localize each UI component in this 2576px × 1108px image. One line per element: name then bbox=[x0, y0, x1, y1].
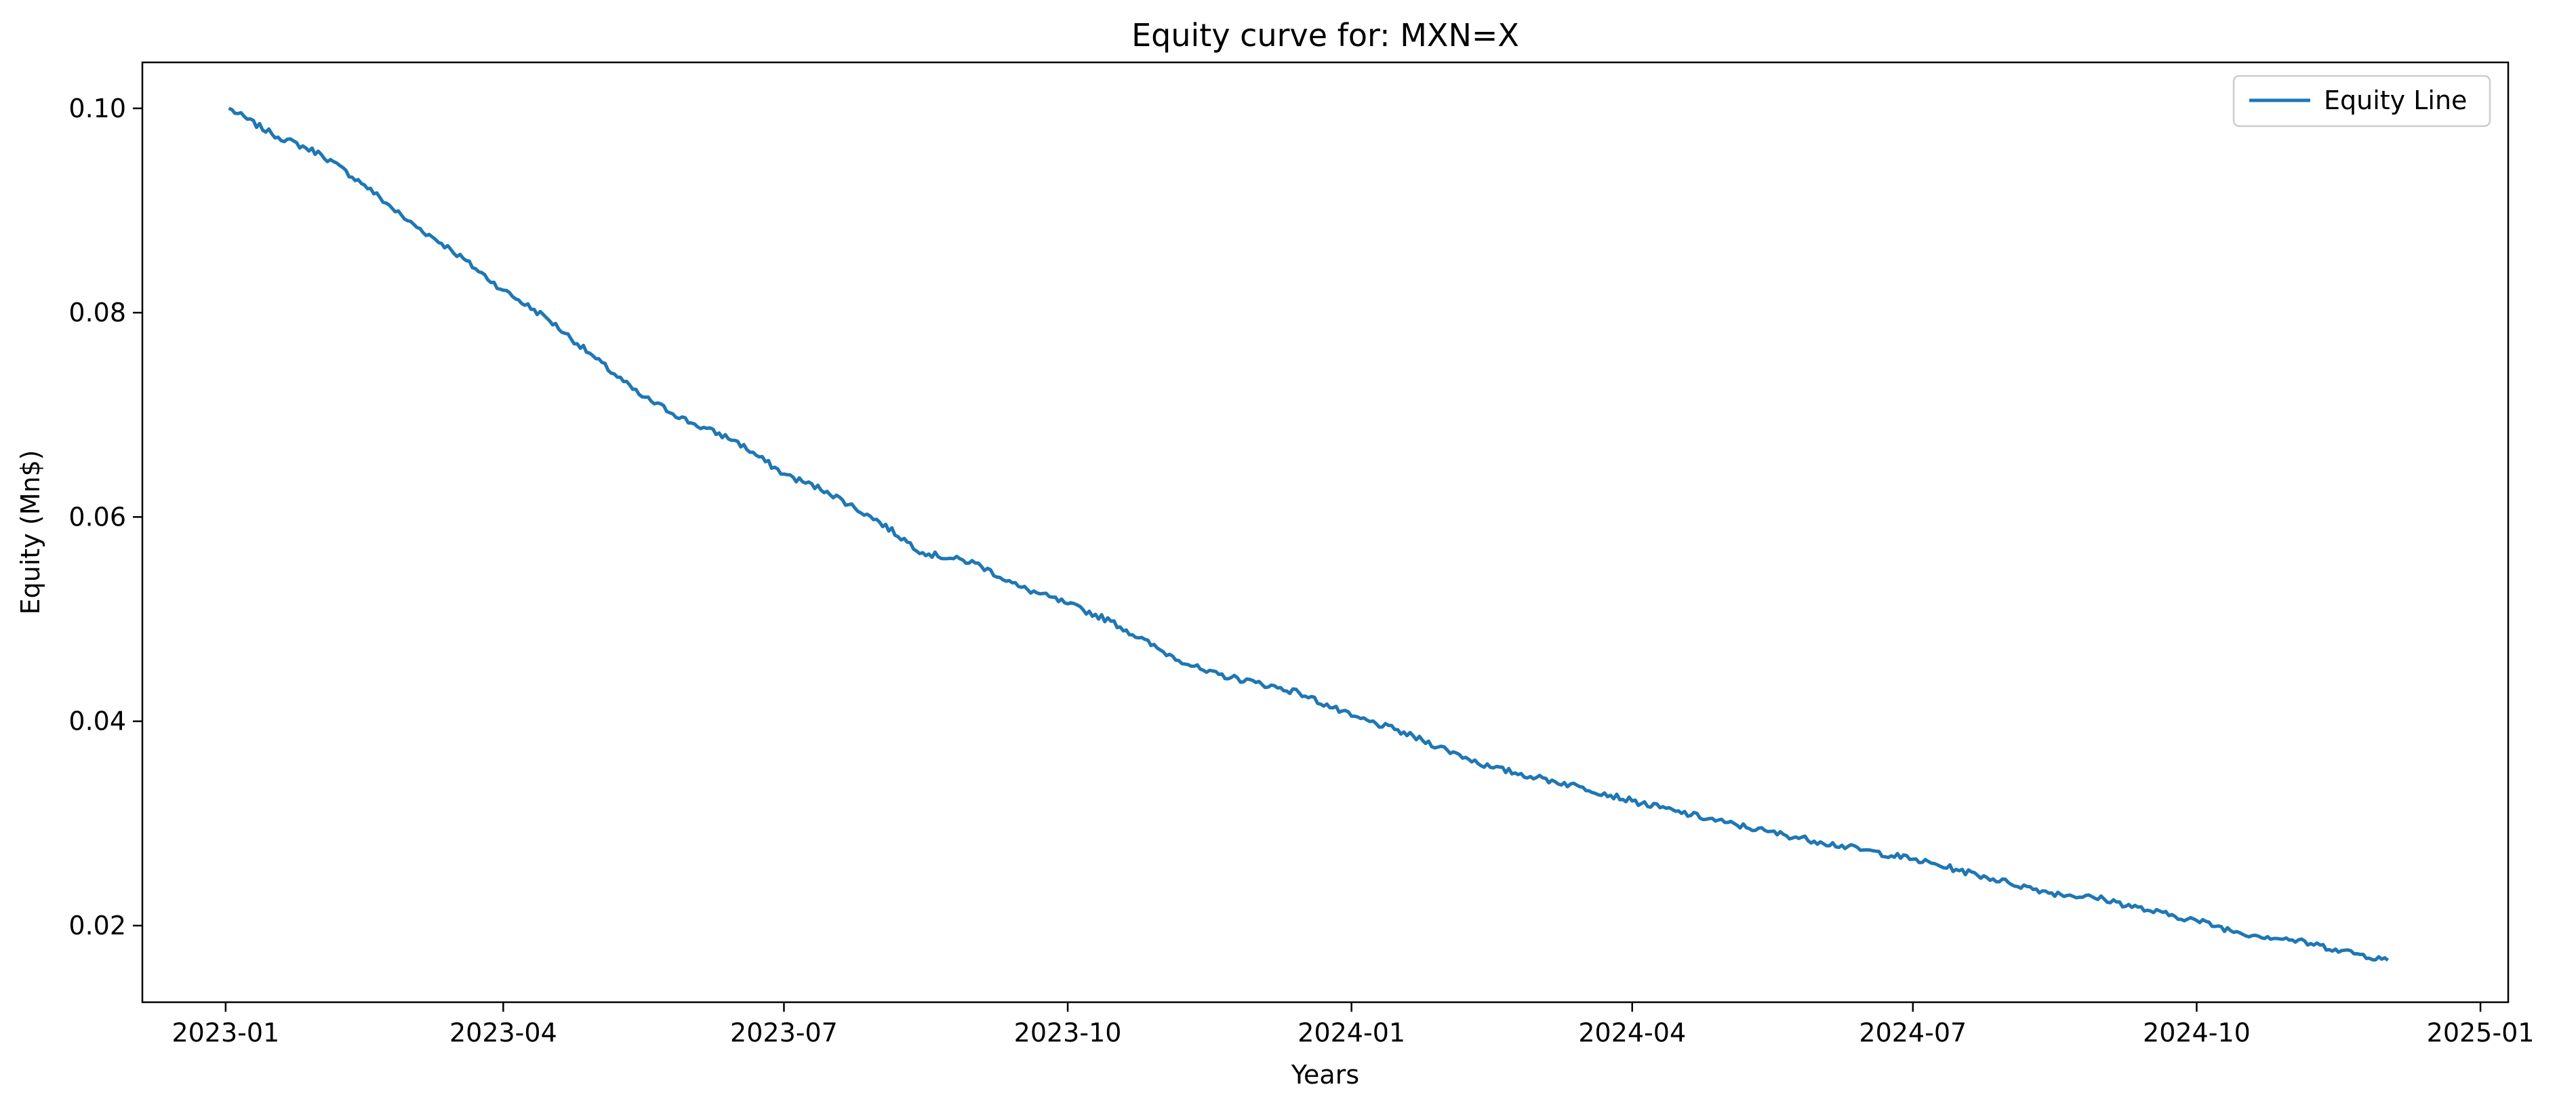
x-tick-label: 2023-04 bbox=[449, 1018, 557, 1048]
y-tick-label: 0.08 bbox=[68, 298, 126, 328]
y-tick-label: 0.04 bbox=[68, 707, 126, 736]
plot-area bbox=[141, 61, 2510, 1004]
x-tick-label: 2024-04 bbox=[1578, 1018, 1686, 1048]
x-tick-label: 2024-01 bbox=[1297, 1018, 1405, 1048]
axes-frame bbox=[141, 61, 2510, 1004]
y-tick-label: 0.02 bbox=[68, 911, 126, 941]
y-tick-label: 0.06 bbox=[68, 502, 126, 532]
chart-title: Equity curve for: MXN=X bbox=[1131, 17, 1519, 54]
x-axis-ticks: 2023-01 2023-04 2023-07 2023-10 2024-01 2024-… bbox=[172, 1002, 2534, 1048]
legend-label-equity-line: Equity Line bbox=[2324, 85, 2467, 115]
x-tick-label: 2024-10 bbox=[2143, 1018, 2251, 1048]
x-tick-label: 2023-01 bbox=[172, 1018, 279, 1048]
x-axis-title: Years bbox=[1291, 1060, 1359, 1090]
x-tick-label: 2023-10 bbox=[1014, 1018, 1122, 1048]
y-axis-ticks: 0.02 0.04 0.06 0.08 0.10 bbox=[68, 94, 142, 941]
x-tick-label: 2023-07 bbox=[730, 1018, 838, 1048]
y-axis-title: Equity (Mn$) bbox=[16, 450, 45, 615]
series-line-equity-line bbox=[228, 106, 2390, 962]
x-tick-label: 2024-07 bbox=[1859, 1018, 1967, 1048]
x-tick-label: 2025-01 bbox=[2427, 1018, 2535, 1048]
y-tick-label: 0.10 bbox=[68, 94, 126, 123]
legend: Equity Line bbox=[2232, 75, 2491, 127]
legend-box bbox=[2232, 75, 2491, 127]
